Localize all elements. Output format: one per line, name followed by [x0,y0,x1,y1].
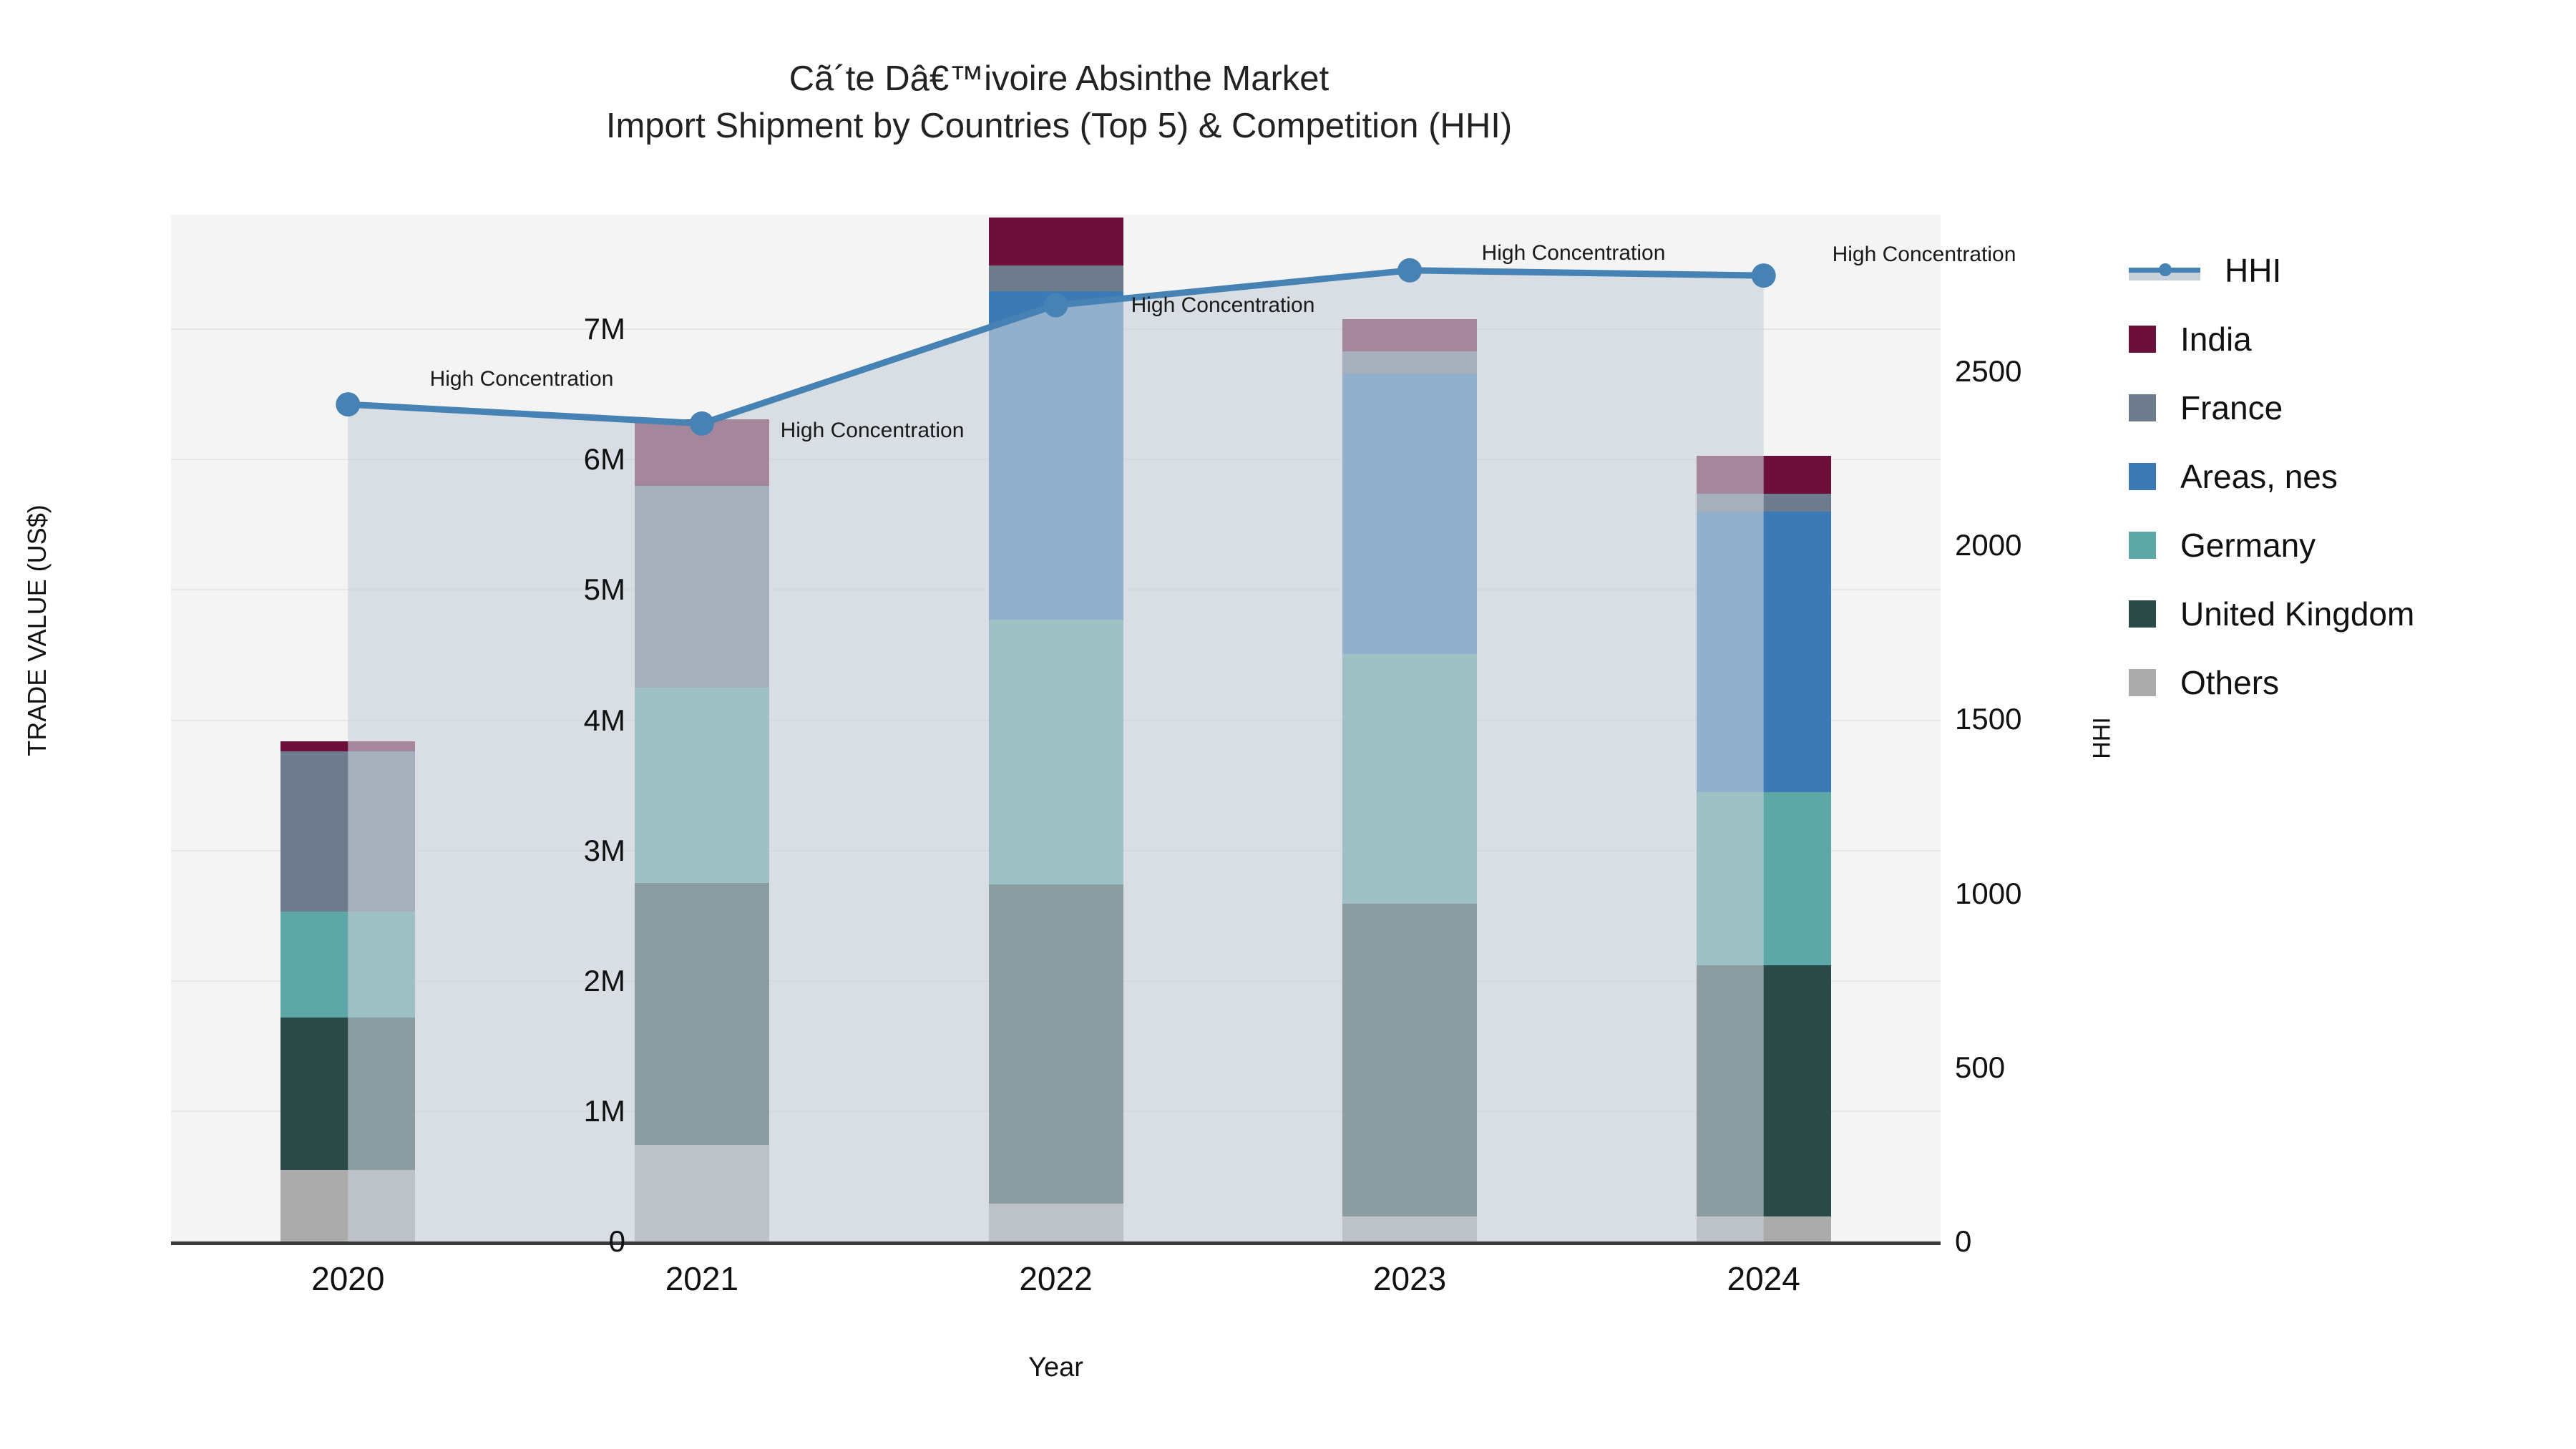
legend: HHI India France Areas, nes Germany United Ki… [2129,236,2414,717]
concentration-annotation: High Concentration [429,367,614,391]
legend-item[interactable]: France [2129,374,2414,442]
y-axis-left-tick-label: 5M [583,572,625,607]
y-axis-left-tick-label: 3M [583,833,625,867]
y-axis-left-tick-label: 1M [583,1093,625,1128]
legend-label: HHI [2225,252,2282,289]
hhi-line-layer [336,258,1776,1241]
concentration-annotation: High Concentration [1481,241,1666,265]
legend-label: India [2180,321,2252,358]
x-axis-tick-label: 2021 [665,1260,739,1297]
y-axis-right-tick-label: 2000 [1955,528,2022,562]
legend-item[interactable]: United Kingdom [2129,580,2414,648]
legend-swatch-icon [2129,532,2156,559]
y-axis-left-tick-label: 7M [583,312,625,346]
bar-segment[interactable] [988,265,1123,292]
legend-item[interactable]: India [2129,305,2414,374]
x-axis-tick-label: 2024 [1727,1260,1800,1297]
plot-area [171,215,1941,1242]
chart-title-block: Cã´te Dâ€™ivoire Absinthe Market Import … [0,56,2118,150]
x-axis-tick-label: 2020 [311,1260,385,1297]
y-axis-right-tick-label: 2500 [1955,353,2022,388]
y-axis-left-tick-label: 2M [583,963,625,997]
legend-label: France [2180,389,2283,426]
y-axis-left-tick-label: 0 [608,1224,625,1258]
concentration-annotation: High Concentration [1832,243,2016,266]
legend-item[interactable]: HHI [2129,236,2414,305]
hhi-marker[interactable] [1043,293,1068,318]
y-axis-right-tick-label: 1000 [1955,876,2022,910]
y-axis-right-tick-label: 500 [1955,1050,2006,1084]
legend-label: United Kingdom [2180,595,2415,633]
chart-title-line-1: Cã´te Dâ€™ivoire Absinthe Market [789,59,1330,98]
legend-line-key-icon [2129,257,2200,284]
hhi-area-fill [348,270,1764,1241]
x-axis-tick-label: 2023 [1372,1260,1447,1297]
y-axis-right-label: HHI [2088,717,2116,759]
y-axis-left-tick-label: 4M [583,703,625,737]
concentration-annotation: High Concentration [780,419,965,442]
hhi-marker[interactable] [336,392,361,417]
legend-label: Others [2180,664,2280,701]
hhi-marker[interactable] [1751,263,1776,288]
y-axis-right-tick-label: 1500 [1955,702,2022,736]
legend-swatch-icon [2129,669,2156,696]
bar-segment[interactable] [988,217,1123,266]
y-axis-right-tick-label: 0 [1955,1224,1972,1258]
legend-item[interactable]: Others [2129,648,2414,717]
legend-swatch-icon [2129,463,2156,490]
legend-swatch-icon [2129,600,2156,628]
legend-item[interactable]: Areas, nes [2129,442,2414,511]
chart-title-line-2: Import Shipment by Countries (Top 5) & C… [605,106,1513,145]
hhi-marker[interactable] [689,411,714,436]
legend-label: Germany [2180,527,2316,564]
y-axis-left-tick-label: 6M [583,442,625,477]
hhi-markers [336,258,1776,436]
hhi-marker[interactable] [1397,258,1423,283]
concentration-annotation: High Concentration [1131,293,1315,317]
x-axis-spine [171,1241,1941,1245]
legend-item[interactable]: Germany [2129,511,2414,580]
y-axis-left-label: TRADE VALUE (US$) [22,504,52,756]
legend-swatch-icon [2129,394,2156,421]
legend-swatch-icon [2129,326,2156,353]
x-axis-label: Year [1028,1352,1083,1382]
x-axis-tick-label: 2022 [1019,1260,1093,1297]
legend-label: Areas, nes [2180,458,2338,495]
